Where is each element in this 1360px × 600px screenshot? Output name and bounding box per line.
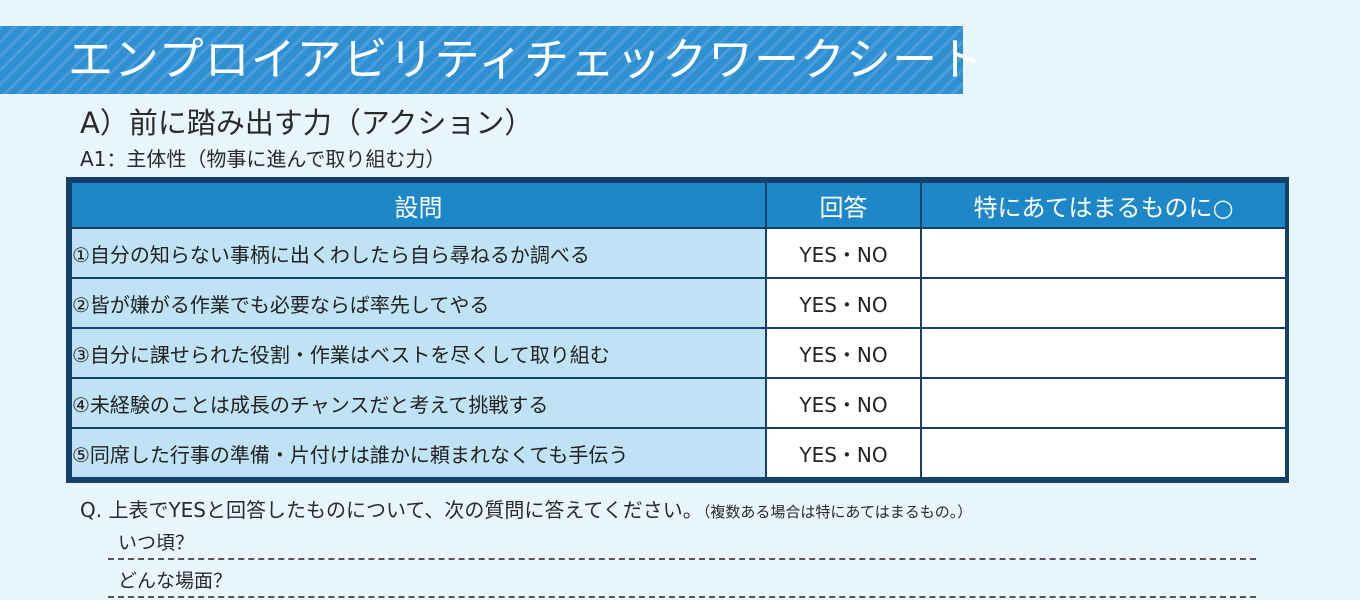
table-row: ③自分に課せられた役割・作業はベストを尽くして取り組む YES・NO bbox=[70, 327, 1287, 379]
question-cell: ⑤同席した行事の準備・片付けは誰かに頼まれなくても手伝う bbox=[70, 427, 767, 479]
answer-cell[interactable]: YES・NO bbox=[765, 377, 922, 429]
title-banner: エンプロイアビリティチェックワークシート bbox=[0, 26, 983, 94]
section-subtitle: A1：主体性（物事に進んで取り組む力） bbox=[80, 147, 446, 171]
mark-cell[interactable] bbox=[920, 277, 1287, 329]
followup-question: Q. 上表でYESと回答したものについて、次の質問に答えてください。（複数ある場… bbox=[80, 494, 972, 523]
answer-line-when[interactable]: いつ頃？ bbox=[108, 529, 1256, 560]
table-row: ②皆が嫌がる作業でも必要ならば率先してやる YES・NO bbox=[70, 277, 1287, 329]
table-row: ⑤同席した行事の準備・片付けは誰かに頼まれなくても手伝う YES・NO bbox=[70, 427, 1287, 479]
section-title: A）前に踏み出す力（アクション） bbox=[80, 106, 534, 140]
table-row: ④未経験のことは成長のチャンスだと考えて挑戦する YES・NO bbox=[70, 377, 1287, 429]
followup-question-text: Q. 上表でYESと回答したものについて、次の質問に答えてください。 bbox=[80, 498, 703, 522]
question-cell: ③自分に課せられた役割・作業はベストを尽くして取り組む bbox=[70, 327, 767, 379]
mark-cell[interactable] bbox=[920, 227, 1287, 279]
answer-cell[interactable]: YES・NO bbox=[765, 227, 922, 279]
mark-cell[interactable] bbox=[920, 377, 1287, 429]
header-answer: 回答 bbox=[765, 181, 922, 229]
answer-cell[interactable]: YES・NO bbox=[765, 327, 922, 379]
question-cell: ②皆が嫌がる作業でも必要ならば率先してやる bbox=[70, 277, 767, 329]
mark-cell[interactable] bbox=[920, 327, 1287, 379]
worksheet-title: エンプロイアビリティチェックワークシート bbox=[68, 33, 984, 86]
answer-cell[interactable]: YES・NO bbox=[765, 277, 922, 329]
prompt-situation: どんな場面？ bbox=[118, 570, 233, 592]
prompt-when: いつ頃？ bbox=[118, 532, 195, 554]
followup-note: （複数ある場合は特にあてはまるもの。） bbox=[702, 503, 973, 521]
check-table: 設問 回答 特にあてはまるものに○ ①自分の知らない事柄に出くわしたら自ら尋ねる… bbox=[66, 177, 1289, 483]
answer-line-situation[interactable]: どんな場面？ bbox=[108, 566, 1256, 598]
table-row: ①自分の知らない事柄に出くわしたら自ら尋ねるか調べる YES・NO bbox=[70, 227, 1287, 279]
question-cell: ④未経験のことは成長のチャンスだと考えて挑戦する bbox=[70, 377, 767, 429]
question-cell: ①自分の知らない事柄に出くわしたら自ら尋ねるか調べる bbox=[70, 227, 767, 279]
table-header-row: 設問 回答 特にあてはまるものに○ bbox=[70, 181, 1287, 229]
header-question: 設問 bbox=[70, 181, 767, 229]
mark-cell[interactable] bbox=[920, 427, 1287, 479]
answer-cell[interactable]: YES・NO bbox=[765, 427, 922, 479]
header-mark: 特にあてはまるものに○ bbox=[920, 181, 1287, 229]
